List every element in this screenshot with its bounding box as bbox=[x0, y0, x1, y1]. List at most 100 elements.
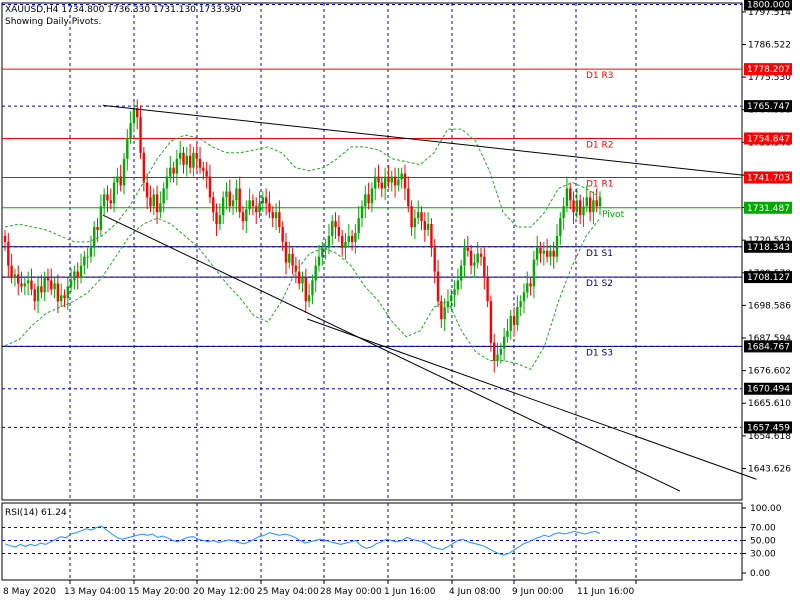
candle-body bbox=[264, 197, 268, 204]
candle-body bbox=[73, 271, 76, 281]
price-box-label: 1684.767 bbox=[747, 342, 790, 352]
candle-body bbox=[420, 212, 423, 222]
price-box bbox=[744, 63, 792, 76]
candle-body bbox=[535, 247, 539, 260]
candle-body bbox=[96, 227, 99, 230]
candle-body bbox=[436, 271, 440, 302]
candle-body bbox=[106, 194, 109, 201]
candle-body bbox=[466, 247, 469, 251]
candle-body bbox=[291, 253, 294, 266]
candle-body bbox=[331, 221, 334, 236]
candle-body bbox=[132, 108, 136, 124]
candle-body bbox=[69, 280, 73, 287]
candle-body bbox=[63, 295, 66, 299]
candle-body bbox=[588, 197, 592, 213]
y-tick-label: 1654.618 bbox=[748, 432, 791, 442]
bollinger-upper bbox=[4, 128, 601, 243]
candle-body bbox=[23, 283, 27, 287]
x-tick-label: 8 May 2020 bbox=[3, 587, 56, 597]
candle-body bbox=[116, 176, 119, 183]
candle-body bbox=[281, 227, 284, 242]
price-box-label: 1670.494 bbox=[747, 385, 790, 395]
rsi-tick-label: 30.00 bbox=[750, 550, 776, 560]
candle-body bbox=[301, 277, 304, 284]
candle-body bbox=[248, 200, 251, 210]
candle-body bbox=[145, 182, 149, 198]
candle-body bbox=[79, 265, 83, 278]
candle-body bbox=[30, 280, 33, 290]
candle-body bbox=[169, 167, 172, 177]
rsi-tick-label: 50.00 bbox=[750, 537, 776, 547]
candle-body bbox=[221, 197, 225, 216]
price-box-label: 1765.747 bbox=[747, 102, 790, 112]
candle-body bbox=[423, 221, 427, 230]
candle-body bbox=[212, 197, 215, 213]
candle-body bbox=[43, 277, 46, 293]
candle-body bbox=[496, 354, 499, 361]
candle-body bbox=[416, 212, 420, 219]
candle-body bbox=[109, 200, 112, 204]
candle-body bbox=[159, 203, 162, 213]
candle-body bbox=[397, 179, 400, 186]
price-box bbox=[744, 100, 792, 113]
candle-body bbox=[364, 194, 367, 207]
candle-body bbox=[383, 176, 387, 189]
candle-body bbox=[522, 292, 526, 302]
candle-body bbox=[202, 167, 205, 171]
candle-body bbox=[585, 197, 588, 207]
candle-body bbox=[506, 330, 509, 337]
candle-body bbox=[89, 247, 93, 257]
candle-body bbox=[311, 280, 314, 296]
candle-body bbox=[413, 218, 417, 228]
candle-body bbox=[205, 170, 208, 177]
candle-body bbox=[195, 152, 198, 159]
price-box-label: 1657.459 bbox=[747, 423, 790, 433]
candle-body bbox=[575, 200, 579, 213]
candle-body bbox=[192, 152, 195, 168]
candle-body bbox=[539, 247, 542, 254]
candle-body bbox=[40, 286, 43, 293]
x-tick-label: 1 Jun 16:00 bbox=[384, 587, 436, 597]
candle-body bbox=[86, 256, 89, 258]
candle-body bbox=[559, 218, 562, 236]
candle-body bbox=[10, 265, 13, 278]
candle-body bbox=[479, 253, 483, 257]
candle-body bbox=[446, 301, 450, 308]
candle-body bbox=[410, 206, 413, 228]
candle-body bbox=[463, 247, 466, 266]
candle-body bbox=[139, 117, 142, 153]
candle-body bbox=[172, 167, 175, 174]
y-tick-label: 1797.514 bbox=[748, 8, 791, 18]
candle-body bbox=[592, 200, 595, 213]
candle-body bbox=[473, 262, 476, 266]
candle-body bbox=[274, 212, 278, 219]
candle-body bbox=[387, 176, 390, 183]
y-tick-label: 1698.586 bbox=[748, 301, 791, 311]
candle-body bbox=[327, 235, 331, 248]
candle-body bbox=[3, 235, 7, 242]
candle-body bbox=[268, 203, 271, 213]
candle-body bbox=[162, 188, 165, 204]
candle-body bbox=[258, 203, 261, 213]
candle-body bbox=[552, 250, 555, 257]
candle-body bbox=[136, 108, 139, 118]
candle-body bbox=[93, 227, 96, 248]
x-tick-label: 15 May 20:00 bbox=[128, 587, 190, 597]
x-tick-label: 4 Jun 08:00 bbox=[449, 587, 501, 597]
candle-body bbox=[251, 200, 255, 207]
candle-body bbox=[516, 307, 519, 325]
candle-body bbox=[374, 176, 377, 189]
price-box-label: 1741.703 bbox=[747, 173, 790, 183]
candle-body bbox=[66, 286, 70, 299]
candle-body bbox=[178, 152, 182, 159]
candle-body bbox=[354, 232, 357, 242]
candle-body bbox=[126, 138, 129, 159]
rsi-tick-label: 100.00 bbox=[750, 504, 782, 514]
y-tick-label: 1786.522 bbox=[748, 40, 791, 50]
candle-body bbox=[112, 182, 116, 204]
candle-body bbox=[344, 241, 347, 248]
candle-body bbox=[340, 235, 344, 248]
price-box bbox=[744, 240, 792, 253]
